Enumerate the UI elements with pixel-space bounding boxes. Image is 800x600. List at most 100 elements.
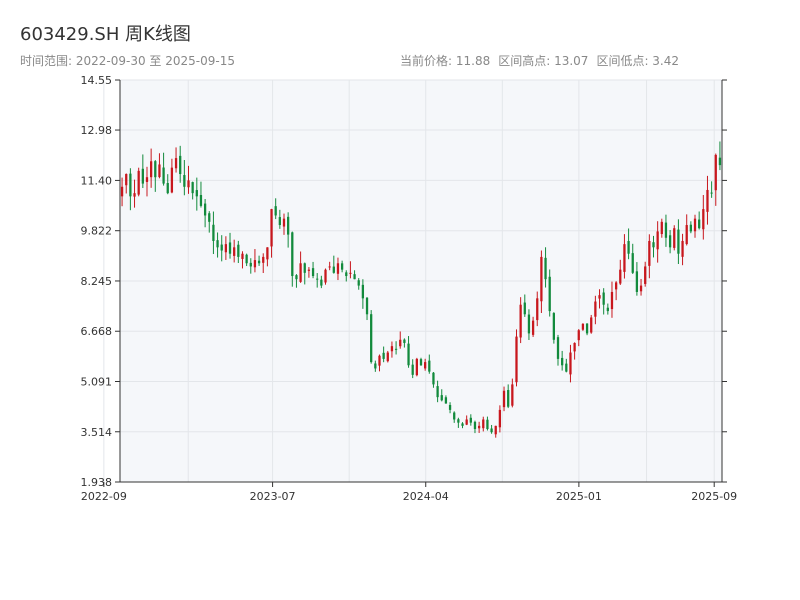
candle-body (237, 244, 240, 257)
candle-body (295, 275, 298, 280)
candle-body (403, 339, 406, 343)
candle-body (681, 240, 684, 257)
candle-body (386, 352, 389, 362)
candle-body (278, 217, 281, 226)
candle-body (233, 247, 236, 256)
range-high: 区间高点: 13.07 (498, 54, 589, 68)
candle-body (515, 336, 518, 383)
candle-body (581, 323, 585, 330)
candle-body (162, 167, 165, 184)
candle-body (565, 363, 568, 372)
candle-body (693, 218, 697, 232)
candle-body (199, 195, 203, 206)
candle-body (195, 190, 198, 197)
range-low: 区间低点: 3.42 (596, 54, 680, 68)
candle-body (170, 167, 174, 193)
candle-body (598, 295, 601, 299)
candle-body (253, 260, 257, 268)
candle-body (432, 372, 435, 385)
candle-body (411, 364, 414, 375)
candle-body (652, 242, 655, 248)
candle-body (490, 428, 493, 433)
candle-body (316, 278, 319, 280)
candle-body (614, 282, 618, 290)
candle-body (137, 170, 140, 195)
candle-body (573, 342, 576, 352)
candle-body (353, 274, 356, 280)
candle-body (299, 263, 302, 282)
candle-body (702, 209, 705, 230)
candle-body (245, 254, 248, 264)
candle-body (174, 158, 178, 169)
candle-body (544, 257, 547, 280)
candle-body (710, 192, 713, 194)
candle-body (212, 224, 215, 241)
candle-body (689, 224, 693, 232)
y-tick-label: 14.55 (81, 74, 113, 87)
candle-body (486, 419, 489, 430)
candle-body (399, 339, 402, 347)
candle-body (332, 266, 335, 273)
candle-body (220, 244, 223, 251)
candle-body (224, 244, 228, 253)
candle-body (179, 155, 182, 175)
candle-body (274, 206, 277, 216)
candle-body (527, 314, 531, 334)
candle-body (183, 175, 186, 187)
candle-body (619, 269, 622, 284)
x-tick-label: 2024-04 (403, 490, 449, 503)
candle-body (149, 161, 153, 178)
candle-body (639, 285, 643, 292)
candle-body (311, 268, 315, 277)
candle-body (718, 157, 722, 166)
candle-body (419, 359, 423, 366)
candle-body (166, 183, 169, 194)
candle-body (548, 276, 551, 312)
candle-body (328, 266, 331, 268)
candle-body (133, 193, 136, 197)
candle-body (461, 423, 464, 426)
candle-body (320, 279, 323, 286)
candle-body (374, 363, 377, 369)
candle-body (158, 164, 161, 178)
y-tick-label: 12.98 (81, 124, 113, 137)
candle-body (673, 228, 676, 248)
candle-body (453, 412, 456, 420)
candle-body (187, 180, 190, 188)
candle-body (668, 235, 672, 248)
x-tick-label: 2025-09 (691, 490, 737, 503)
x-tick-label: 2022-09 (81, 490, 127, 503)
candle-body (664, 222, 668, 238)
candle-body (631, 253, 634, 273)
candle-body (444, 397, 448, 404)
candle-body (436, 386, 439, 398)
candle-body (365, 297, 369, 315)
candle-body (498, 409, 502, 428)
candle-body (590, 317, 593, 333)
candle-body (610, 291, 614, 310)
candle-body (502, 390, 506, 408)
candle-body (440, 395, 443, 401)
candle-body (677, 229, 680, 254)
candle-body (511, 384, 514, 406)
candle-body (714, 154, 717, 191)
candle-body (266, 247, 269, 260)
candle-body (191, 182, 194, 194)
chart-title: 603429.SH 周K线图 (20, 24, 191, 45)
candle-body (536, 298, 539, 321)
candle-body (606, 307, 609, 312)
candle-body (561, 357, 564, 366)
candle-body (291, 232, 294, 277)
candle-body (262, 256, 265, 263)
y-tick-label: 8.245 (81, 275, 113, 288)
candle-body (556, 337, 560, 359)
candle-body (203, 203, 207, 216)
candle-body (282, 218, 286, 227)
candle-body (120, 186, 124, 197)
candle-body (154, 161, 157, 178)
candle-body (394, 348, 398, 350)
x-tick-label: 2025-01 (556, 490, 602, 503)
candle-body (390, 346, 394, 352)
candle-body (698, 219, 701, 229)
candle-body (540, 256, 543, 302)
